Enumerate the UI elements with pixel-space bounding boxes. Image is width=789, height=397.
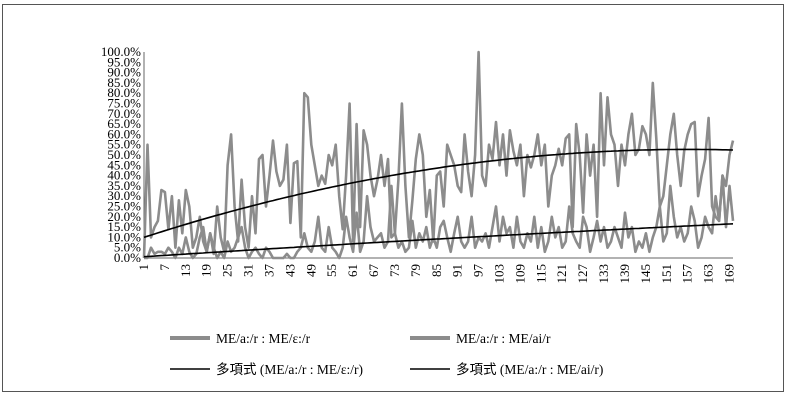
y-tick-label: 40.0% bbox=[107, 168, 141, 183]
x-tick-label: 7 bbox=[157, 264, 172, 271]
y-tick-label: 100.0% bbox=[101, 44, 141, 59]
legend-label-trend-1: 多項式 (ME/a:/r : ME/ε:/r) bbox=[216, 361, 363, 377]
x-axis-ticks: 1 7 13 19 25 31 37 43 49 55 61 67 73 79 85 91 97 103 109 11… bbox=[136, 264, 737, 284]
x-tick-label: 25 bbox=[220, 264, 235, 277]
y-tick-label: 5.0% bbox=[114, 240, 141, 255]
y-tick-label: 95.0% bbox=[107, 54, 141, 69]
legend: ME/a:/r : ME/ε:/r ME/a:/r : ME/ai/r 多項式 … bbox=[170, 331, 603, 377]
y-tick-label: 15.0% bbox=[107, 219, 141, 234]
x-tick-label: 145 bbox=[638, 264, 653, 284]
x-tick-label: 97 bbox=[471, 264, 486, 278]
y-tick-label: 75.0% bbox=[107, 96, 141, 111]
x-tick-label: 19 bbox=[199, 264, 214, 277]
y-tick-label: 30.0% bbox=[107, 188, 141, 203]
x-tick-label: 127 bbox=[575, 264, 590, 284]
y-tick-label: 0.0% bbox=[114, 250, 141, 265]
x-tick-label: 139 bbox=[617, 264, 632, 284]
y-tick-label: 80.0% bbox=[107, 85, 141, 100]
legend-item-trend-2: 多項式 (ME/a:/r : ME/ai/r) bbox=[410, 361, 603, 377]
x-tick-label: 115 bbox=[533, 264, 548, 283]
y-tick-label: 85.0% bbox=[107, 75, 141, 90]
legend-label-series-1: ME/a:/r : ME/ε:/r bbox=[216, 331, 311, 346]
x-tick-label: 121 bbox=[554, 264, 569, 284]
y-tick-label: 60.0% bbox=[107, 126, 141, 141]
legend-item-series-1: ME/a:/r : ME/ε:/r bbox=[170, 331, 311, 346]
x-tick-label: 91 bbox=[450, 264, 465, 277]
line-chart: 0.0%5.0%10.0%15.0%20.0%25.0%30.0%35.0%40… bbox=[101, 44, 737, 377]
y-tick-label: 70.0% bbox=[107, 106, 141, 121]
y-tick-label: 45.0% bbox=[107, 157, 141, 172]
x-tick-label: 85 bbox=[429, 264, 444, 277]
x-tick-label: 49 bbox=[303, 264, 318, 277]
x-tick-label: 79 bbox=[408, 264, 423, 277]
x-tick-label: 55 bbox=[324, 264, 339, 277]
x-tick-label: 109 bbox=[512, 264, 527, 284]
x-tick-label: 67 bbox=[366, 264, 381, 278]
legend-item-series-2: ME/a:/r : ME/ai/r bbox=[410, 331, 551, 346]
x-tick-label: 31 bbox=[241, 264, 256, 277]
x-tick-label: 73 bbox=[387, 264, 402, 277]
x-tick-label: 169 bbox=[722, 264, 737, 284]
y-tick-label: 90.0% bbox=[107, 65, 141, 80]
y-axis-ticks: 0.0%5.0%10.0%15.0%20.0%25.0%30.0%35.0%40… bbox=[101, 44, 141, 265]
y-tick-label: 25.0% bbox=[107, 199, 141, 214]
legend-label-series-2: ME/a:/r : ME/ai/r bbox=[456, 331, 551, 346]
y-tick-label: 65.0% bbox=[107, 116, 141, 131]
x-tick-label: 103 bbox=[491, 264, 506, 284]
trendline-2 bbox=[143, 223, 734, 258]
series-line-1 bbox=[142, 50, 735, 259]
x-tick-label: 163 bbox=[701, 264, 716, 284]
y-tick-label: 20.0% bbox=[107, 209, 141, 224]
y-tick-label: 55.0% bbox=[107, 137, 141, 152]
y-tick-label: 50.0% bbox=[107, 147, 141, 162]
legend-item-trend-1: 多項式 (ME/a:/r : ME/ε:/r) bbox=[170, 361, 363, 377]
x-tick-label: 13 bbox=[178, 264, 193, 277]
legend-label-trend-2: 多項式 (ME/a:/r : ME/ai/r) bbox=[456, 361, 603, 377]
y-tick-label: 10.0% bbox=[107, 229, 141, 244]
x-tick-label: 37 bbox=[261, 264, 276, 278]
trendline-1 bbox=[143, 148, 734, 239]
y-tick-label: 35.0% bbox=[107, 178, 141, 193]
series-line-2 bbox=[144, 174, 735, 260]
x-tick-label: 133 bbox=[596, 264, 611, 284]
plot-area bbox=[142, 50, 735, 260]
x-tick-label: 61 bbox=[345, 264, 360, 277]
x-tick-label: 43 bbox=[282, 264, 297, 277]
x-tick-label: 157 bbox=[680, 264, 695, 284]
x-tick-label: 151 bbox=[659, 264, 674, 284]
x-tick-label: 1 bbox=[136, 264, 151, 271]
chart-frame: 0.0% 5.0% 10.0% 15.0% 20.0% 25.0% 30.0% 35.0% 40… bbox=[2, 4, 784, 392]
